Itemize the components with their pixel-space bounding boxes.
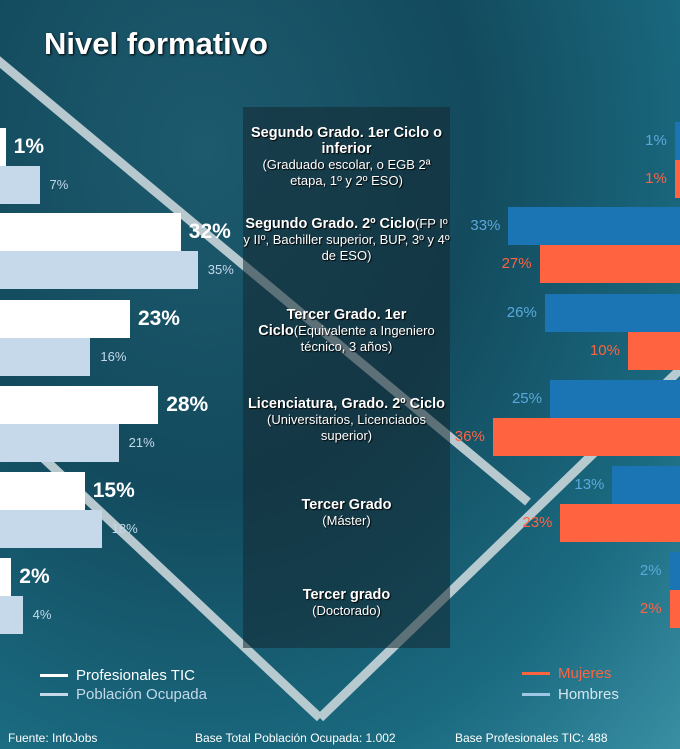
source-note: Fuente: InfoJobs (8, 731, 98, 745)
value-label: 16% (100, 349, 127, 364)
bar-poblacion-ocupada (0, 251, 198, 289)
value-label: 18% (111, 521, 138, 536)
legend-label: Mujeres (558, 665, 612, 682)
value-label: 2% (19, 565, 50, 588)
bar-hombres (508, 207, 680, 245)
category-detail: (FP Iº y IIº, Bachiller superior, BUP, 3… (243, 216, 450, 263)
bar-poblacion-ocupada (0, 424, 119, 462)
category-detail: (Máster) (322, 513, 371, 528)
value-label: 1% (645, 132, 667, 149)
bar-profesionales-tic (0, 472, 85, 510)
category-name: Segundo Grado. 1er Ciclo o inferior (251, 125, 442, 157)
bar-mujeres (674, 160, 680, 198)
value-label: 15% (92, 479, 135, 502)
bar-mujeres (669, 590, 680, 628)
bar-profesionales-tic (0, 558, 12, 596)
value-label: 2% (639, 562, 662, 579)
category-label: Tercer grado (Doctorado) (243, 587, 450, 619)
bar-poblacion-ocupada (0, 338, 91, 376)
legend-label: Población Ocupada (76, 686, 207, 703)
value-label: 7% (49, 177, 69, 192)
value-label: 36% (454, 428, 485, 445)
category-label: Tercer Grado (Máster) (243, 497, 450, 529)
value-label: 2% (639, 600, 662, 617)
bar-hombres (544, 294, 680, 332)
value-label: 4% (32, 607, 52, 622)
value-label: 28% (166, 393, 209, 416)
legend-label: Hombres (558, 686, 619, 703)
bar-hombres (550, 380, 680, 418)
legend-swatch (522, 693, 550, 696)
category-label: Licenciatura, Grado. 2º Ciclo (Universit… (243, 396, 450, 444)
category-panel (243, 107, 450, 648)
value-label: 27% (501, 255, 532, 272)
value-label: 13% (574, 476, 605, 493)
value-label: 25% (511, 390, 542, 407)
bar-mujeres (539, 245, 680, 283)
category-label: Segundo Grado. 1er Ciclo o inferior (Gra… (243, 125, 450, 189)
category-label: Segundo Grado. 2º Ciclo(FP Iº y IIº, Bac… (243, 216, 450, 264)
legend-label: Profesionales TIC (76, 667, 195, 684)
category-detail: (Universitarios, Licenciados superior) (267, 412, 426, 443)
category-name: Tercer Grado (301, 497, 392, 513)
category-name: Segundo Grado. 2º Ciclo (245, 216, 415, 232)
legend-swatch (40, 674, 68, 677)
value-label: 35% (207, 262, 234, 277)
legend-item-profesionales: Profesionales TIC (40, 667, 195, 684)
legend-item-mujeres: Mujeres (522, 665, 611, 682)
bar-mujeres (628, 332, 680, 370)
bar-mujeres (492, 418, 680, 456)
category-name: Tercer Grado. 1er Ciclo (258, 307, 407, 339)
category-name: Tercer grado (302, 587, 391, 603)
legend-swatch (40, 693, 68, 696)
value-label: 23% (522, 514, 553, 531)
value-label: 21% (128, 435, 155, 450)
bar-profesionales-tic (0, 386, 159, 424)
bar-mujeres (560, 504, 680, 542)
category-detail: (Doctorado) (312, 603, 381, 618)
category-name: Licenciatura, Grado. 2º Ciclo (247, 396, 446, 412)
bar-poblacion-ocupada (0, 596, 23, 634)
value-label: 23% (137, 307, 180, 330)
legend-swatch (522, 672, 550, 675)
value-label: 1% (645, 170, 667, 187)
category-detail: (Graduado escolar, o EGB 2ª etapa, 1º y … (262, 157, 431, 188)
category-label: Tercer Grado. 1er Ciclo(Equivalente a In… (243, 307, 450, 355)
bar-profesionales-tic (0, 300, 130, 338)
value-label: 10% (589, 342, 620, 359)
value-label: 26% (506, 304, 537, 321)
bar-profesionales-tic (0, 128, 6, 166)
bar-hombres (669, 552, 680, 590)
bar-hombres (674, 122, 680, 160)
base-tic-note: Base Profesionales TIC: 488 (455, 731, 608, 745)
bar-hombres (612, 466, 680, 504)
legend-item-poblacion: Población Ocupada (40, 686, 207, 703)
category-detail: (Equivalente a Ingeniero técnico, 3 años… (293, 323, 435, 354)
value-label: 32% (188, 220, 231, 243)
value-label: 33% (470, 217, 501, 234)
bar-poblacion-ocupada (0, 510, 102, 548)
chart-title: Nivel formativo (44, 26, 268, 61)
base-total-note: Base Total Población Ocupada: 1.002 (195, 731, 396, 745)
bar-profesionales-tic (0, 213, 181, 251)
value-label: 1% (13, 135, 44, 158)
bar-poblacion-ocupada (0, 166, 40, 204)
legend-item-hombres: Hombres (522, 686, 619, 703)
